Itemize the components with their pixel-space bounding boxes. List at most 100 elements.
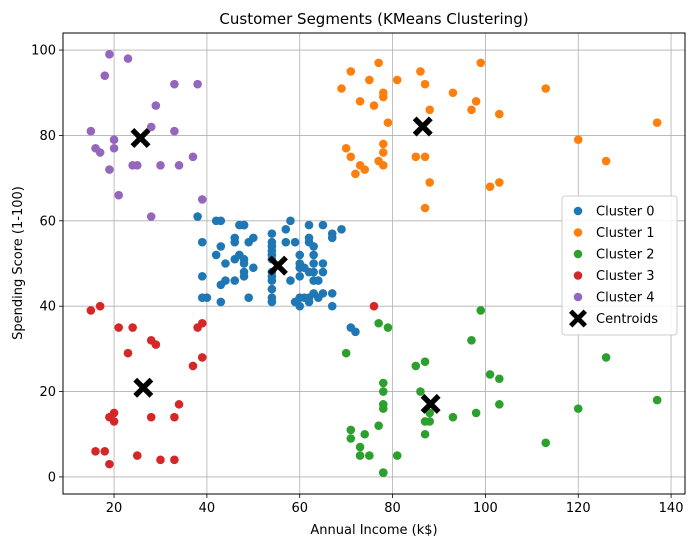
cluster-1-point — [360, 165, 370, 174]
cluster-3-point — [109, 408, 119, 418]
centroid-marker — [412, 116, 433, 137]
cluster-2-point — [392, 451, 402, 460]
cluster-0-point — [239, 220, 249, 230]
cluster-2-point — [416, 387, 425, 396]
cluster-2-point — [346, 434, 356, 443]
cluster-3-point — [197, 353, 207, 362]
cluster-2-point — [495, 374, 504, 384]
cluster-2-point — [383, 323, 393, 332]
cluster-0-point — [244, 293, 253, 302]
y-axis-title: Spending Score (1-100) — [11, 186, 26, 340]
cluster-1-point — [369, 101, 379, 110]
cluster-0-point — [216, 297, 226, 307]
centroid-marker — [130, 128, 151, 149]
legend-marker — [573, 228, 583, 237]
cluster-2-point — [485, 370, 495, 379]
cluster-3-point — [95, 301, 105, 311]
cluster-3-point — [170, 412, 179, 422]
cluster-1-point — [337, 84, 346, 93]
cluster-0-point — [290, 237, 300, 247]
legend-label: Cluster 0 — [596, 205, 655, 220]
cluster-1-point — [448, 88, 458, 98]
cluster-2-point — [378, 378, 388, 388]
cluster-0-point — [239, 272, 249, 281]
cluster-3-point — [151, 340, 161, 349]
cluster-2-point — [467, 336, 476, 345]
cluster-4-point — [105, 50, 114, 59]
cluster-1-point — [573, 135, 583, 145]
cluster-1-point — [471, 96, 481, 106]
cluster-3-point — [369, 301, 379, 311]
cluster-2-point — [355, 442, 365, 452]
cluster-0-point — [267, 297, 277, 307]
cluster-0-point — [216, 242, 226, 251]
chart-title: Customer Segments (KMeans Clustering) — [219, 10, 528, 28]
legend-box — [561, 195, 678, 336]
cluster-4-point — [123, 54, 133, 63]
cluster-4-point — [146, 122, 156, 132]
cluster-0-point — [193, 212, 202, 221]
cluster-0-point — [230, 237, 240, 247]
cluster-3-point — [91, 447, 100, 456]
cluster-2-point — [420, 357, 430, 366]
y-tick-label: 40 — [39, 300, 56, 315]
cluster-3-point — [197, 318, 207, 328]
cluster-4-point — [100, 71, 110, 80]
legend-marker — [573, 206, 583, 216]
cluster-1-point — [351, 169, 360, 179]
cluster-3-point — [170, 455, 179, 465]
cluster-2-point — [374, 318, 383, 328]
axis-ticks: 20 40 60 80 100 120 140 0 20 40 60 80 100 — [31, 44, 683, 516]
x-tick-label: 100 — [473, 501, 498, 516]
cluster-1-point — [392, 75, 402, 85]
cluster-2-point — [541, 438, 551, 448]
cluster-3-point — [156, 455, 165, 465]
cluster-0-point — [202, 293, 212, 302]
cluster-0-point — [267, 276, 277, 285]
cluster-2-point — [420, 429, 430, 439]
cluster-1-point — [341, 143, 351, 153]
cluster-0-point — [318, 220, 328, 230]
x-tick-label: 60 — [291, 501, 308, 516]
cluster-1-point — [420, 152, 430, 162]
cluster-4-point — [109, 143, 119, 153]
cluster-0-point — [309, 259, 318, 268]
cluster-0-point — [337, 225, 346, 234]
cluster-2-point — [601, 353, 611, 362]
cluster-2-point — [378, 387, 388, 396]
cluster-3-point — [105, 459, 114, 469]
x-tick-label: 40 — [199, 501, 216, 516]
cluster-1-point — [346, 67, 356, 76]
legend-label: Cluster 1 — [596, 226, 655, 241]
legend-marker-centroids — [569, 309, 587, 328]
cluster-3-point — [86, 306, 96, 315]
x-tick-label: 20 — [106, 501, 123, 516]
cluster-0-point — [267, 229, 277, 238]
cluster-0-point — [249, 233, 258, 243]
cluster-4-point — [114, 190, 124, 200]
cluster-4-point — [151, 101, 161, 110]
cluster-4-point — [132, 161, 142, 170]
cluster-0-point — [211, 250, 221, 260]
cluster-3-point — [100, 447, 110, 456]
cluster-2-point — [425, 417, 435, 426]
cluster-0-point — [295, 272, 305, 281]
cluster-1-point — [425, 105, 435, 115]
cluster-3-point — [132, 451, 142, 460]
cluster-0-point — [318, 289, 328, 298]
cluster-1-point — [411, 152, 421, 162]
cluster-0-point — [221, 276, 230, 285]
cluster-1-point — [365, 75, 374, 85]
y-tick-label: 20 — [39, 385, 56, 400]
cluster-2-point — [573, 404, 583, 413]
cluster-1-point — [467, 105, 476, 115]
cluster-3-point — [109, 417, 119, 426]
y-tick-label: 100 — [31, 44, 56, 59]
cluster-1-point — [541, 84, 551, 93]
cluster-1-point — [485, 182, 495, 191]
legend: Cluster 0 Cluster 1 Cluster 2 Cluster 3 Clus… — [561, 195, 678, 336]
cluster-0-point — [239, 259, 249, 268]
legend-label: Cluster 3 — [596, 269, 655, 284]
cluster-0-point — [327, 301, 337, 311]
y-tick-label: 60 — [39, 214, 56, 229]
